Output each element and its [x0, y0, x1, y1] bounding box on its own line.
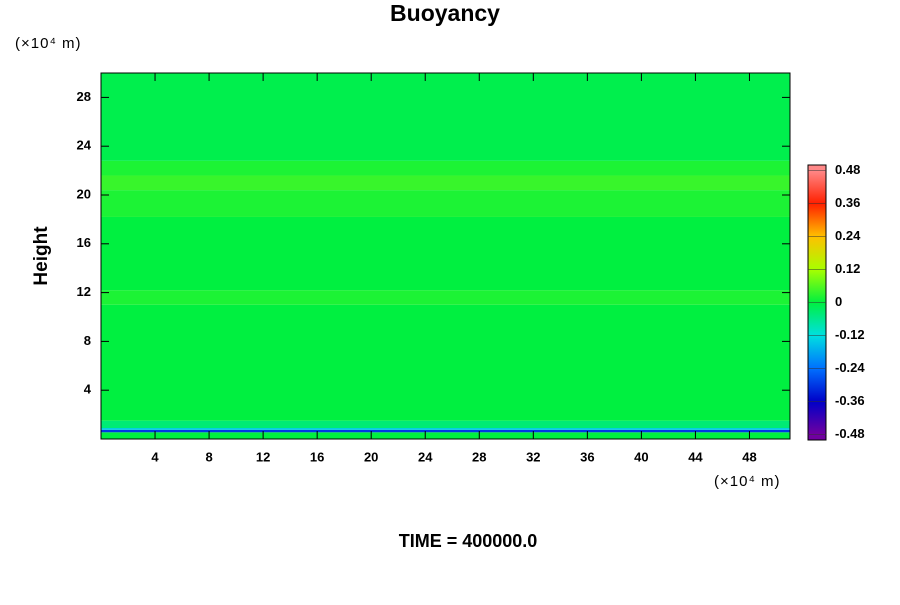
contour-band [101, 304, 790, 421]
x-tick-label: 36 [580, 449, 594, 464]
colorbar-tick-label: 0.12 [835, 261, 860, 276]
y-tick-label: 12 [77, 284, 91, 299]
colorbar-tick-label: -0.24 [835, 360, 865, 375]
colorbar-tick-label: -0.12 [835, 327, 865, 342]
x-tick-label: 24 [418, 449, 433, 464]
contour-band [101, 73, 790, 161]
plot-frame [100, 72, 791, 440]
y-tick-label: 28 [77, 89, 91, 104]
x-tick-label: 48 [742, 449, 756, 464]
colorbar-tick-label: 0.48 [835, 162, 860, 177]
contour-band [101, 290, 790, 305]
y-tick-label: 20 [77, 186, 91, 201]
y-tick-label: 8 [84, 333, 91, 348]
contour-band [101, 428, 790, 430]
contour-band [101, 429, 790, 433]
y-unit: (×10⁴ m) [15, 35, 82, 52]
contour-band [101, 175, 790, 191]
colorbar-tick-label: 0.24 [835, 228, 861, 243]
y-tick-label: 4 [84, 382, 92, 397]
x-tick-label: 28 [472, 449, 486, 464]
colorbar-tick-label: -0.36 [835, 393, 865, 408]
x-tick-label: 44 [688, 449, 703, 464]
x-tick-label: 20 [364, 449, 378, 464]
footer: TIME = 400000.0 [399, 531, 538, 551]
x-tick-label: 40 [634, 449, 648, 464]
chart-title: Buoyancy [390, 0, 500, 26]
contour-band [101, 190, 790, 217]
y-tick-label: 24 [77, 138, 92, 153]
contour-band [101, 420, 790, 429]
x-unit: (×10⁴ m) [714, 473, 781, 490]
y-tick-label: 16 [77, 235, 91, 250]
x-tick-label: 32 [526, 449, 540, 464]
contour-band [101, 432, 790, 439]
colorbar-tick-label: 0.36 [835, 195, 860, 210]
colorbar-tick-label: -0.48 [835, 426, 865, 441]
x-tick-label: 4 [151, 449, 159, 464]
colorbar-tick-label: 0 [835, 294, 842, 309]
x-tick-label: 16 [310, 449, 324, 464]
x-tick-label: 12 [256, 449, 270, 464]
y-axis-label: Height [31, 226, 52, 286]
contour-band [101, 216, 790, 291]
x-tick-label: 8 [205, 449, 212, 464]
contour-band [101, 160, 790, 176]
